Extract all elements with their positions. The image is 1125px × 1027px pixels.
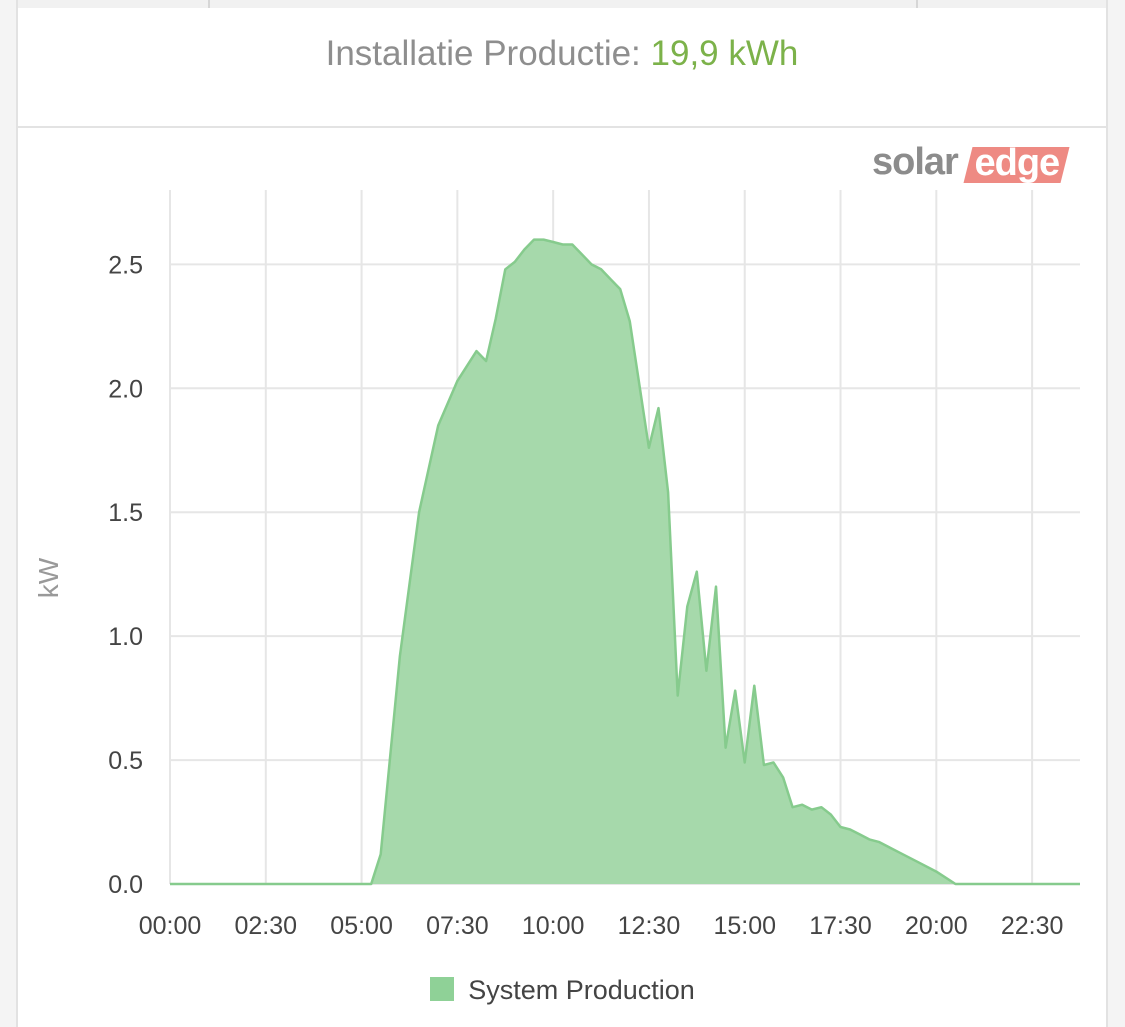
x-tick-label: 12:30 (618, 912, 681, 940)
y-tick-label: 1.5 (108, 499, 143, 527)
production-header: Installatie Productie: 19,9 kWh (18, 8, 1106, 128)
x-axis-ticks: 00:00 02:30 05:00 07:30 10:00 12:30 15:00 17:30… (139, 912, 1064, 940)
y-tick-label: 0.5 (108, 747, 143, 775)
top-tab-strip (18, 0, 1106, 8)
x-tick-label: 17:30 (809, 912, 872, 940)
x-tick-label: 22:30 (1001, 912, 1064, 940)
y-axis-ticks: 0.0 0.5 1.0 1.5 2.0 2.5 (108, 251, 143, 899)
y-tick-label: 2.0 (108, 375, 143, 403)
y-axis-title: kW (33, 557, 64, 598)
production-title: Installatie Productie: 19,9 kWh (18, 34, 1106, 74)
legend-label: System Production (468, 975, 695, 1005)
series-area-fill (170, 239, 1080, 885)
y-tick-label: 0.0 (108, 871, 143, 899)
tab-divider (208, 0, 210, 8)
logo-text-solar: solar (872, 141, 959, 183)
x-tick-label: 10:00 (522, 912, 585, 940)
y-tick-label: 1.0 (108, 623, 143, 651)
x-tick-label: 20:00 (905, 912, 968, 940)
chart-series-area (170, 238, 1080, 886)
series-line (170, 238, 1080, 886)
chart-legend[interactable]: System Production (0, 975, 1125, 1006)
x-tick-label: 05:00 (330, 912, 393, 940)
tab-divider (916, 0, 918, 8)
production-label: Installatie Productie: (325, 34, 641, 73)
production-value: 19,9 kWh (650, 34, 799, 73)
solaredge-logo: solar edge (872, 141, 1070, 187)
y-tick-label: 2.5 (108, 251, 143, 279)
x-tick-label: 02:30 (235, 912, 298, 940)
x-tick-label: 00:00 (139, 912, 202, 940)
legend-swatch (430, 977, 455, 1001)
x-tick-label: 15:00 (713, 912, 776, 940)
x-tick-label: 07:30 (426, 912, 489, 940)
